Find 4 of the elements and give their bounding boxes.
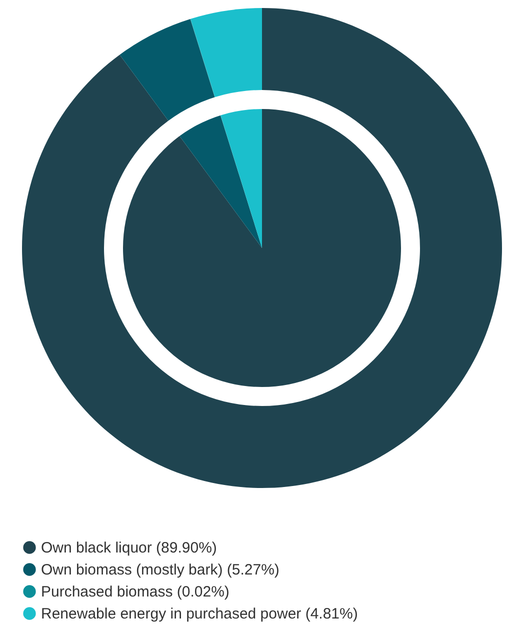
legend-label: Own black liquor (89.90%) [41, 540, 217, 556]
legend-label: Renewable energy in purchased power (4.81%) [41, 606, 358, 622]
legend-label: Purchased biomass (0.02%) [41, 584, 230, 600]
legend-label: Own biomass (mostly bark) (5.27%) [41, 562, 280, 578]
